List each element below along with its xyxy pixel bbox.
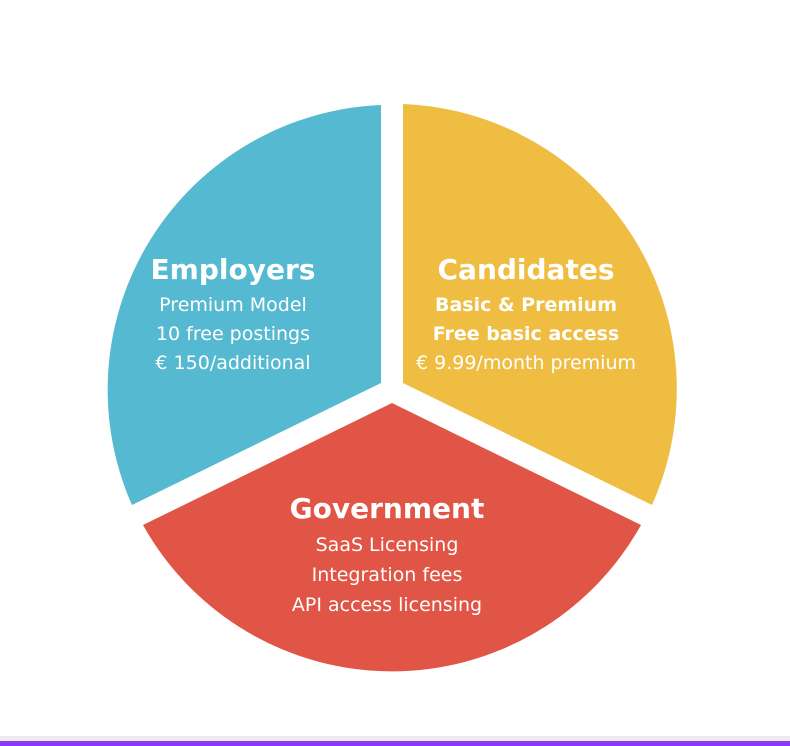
employers-segment [107,105,381,505]
government-title: Government [290,492,485,525]
employers-line-2: 10 free postings [156,323,310,345]
candidates-line-1: Basic & Premium [435,294,617,316]
government-line-2: Integration fees [312,564,463,586]
government-line-3: API access licensing [292,594,482,616]
candidates-title: Candidates [438,253,615,286]
candidates-segment [403,104,677,505]
employers-line-3: € 150/additional [155,352,310,374]
candidates-line-3: € 9.99/month premium [416,352,636,374]
accent-rule [0,741,790,746]
government-line-1: SaaS Licensing [316,534,459,556]
employers-line-1: Premium Model [159,294,307,316]
candidates-line-2: Free basic access [433,323,620,345]
bottom-shade [0,736,790,741]
government-segment [143,403,641,672]
employers-title: Employers [151,253,316,286]
